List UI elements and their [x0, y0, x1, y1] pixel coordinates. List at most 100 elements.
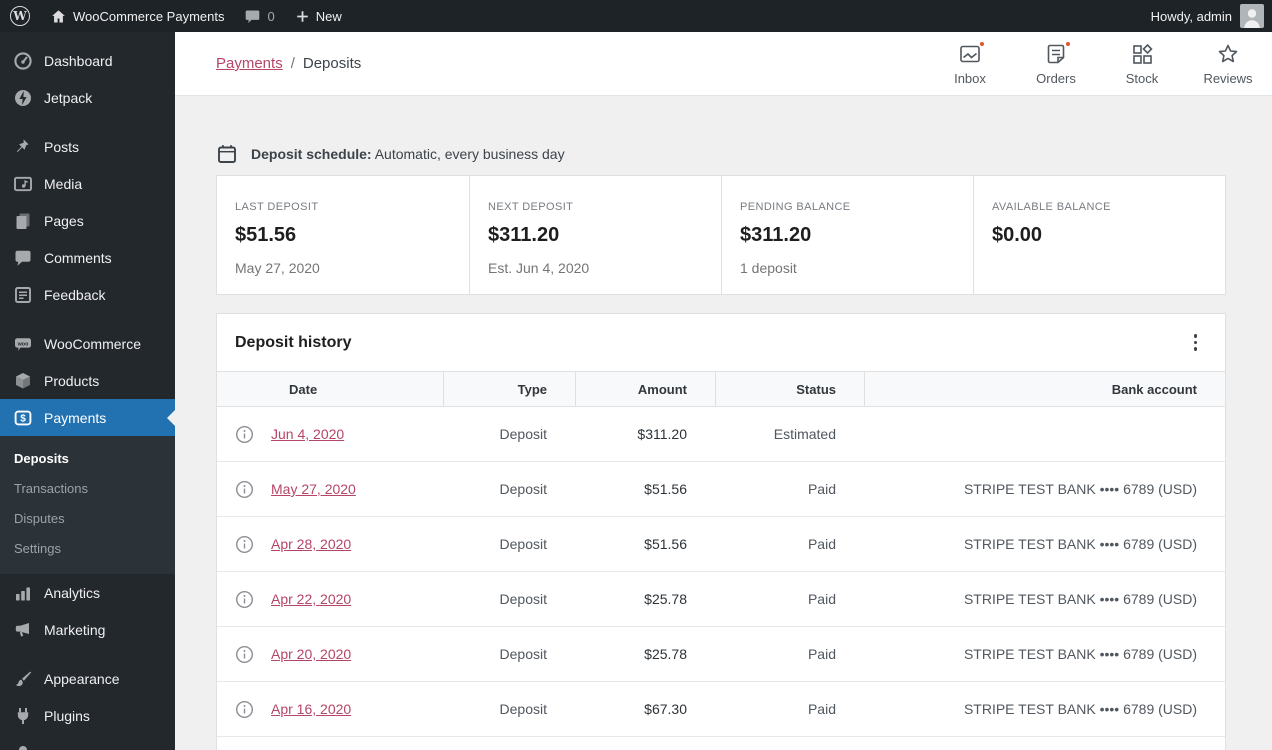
menu-separator [0, 648, 175, 660]
breadcrumb-current: Deposits [302, 55, 362, 72]
deposit-date-link[interactable]: Jun 4, 2020 [271, 426, 345, 442]
sidebar-item-comments[interactable]: Comments [0, 239, 175, 276]
deposit-type-cell: Deposit [499, 426, 547, 442]
wordpress-logo-button[interactable]: W [0, 0, 40, 32]
card-detail: Est. Jun 4, 2020 [488, 260, 590, 276]
comments-count: 0 [267, 8, 275, 24]
sidebar-item-label: Appearance [44, 670, 120, 687]
content-area: Payments / Deposits Inbox O [175, 32, 1272, 750]
sidebar: Dashboard Jetpack Posts Media Pages Comm… [0, 32, 175, 750]
sidebar-item-woocommerce[interactable]: woo WooCommerce [0, 325, 175, 362]
deposit-schedule: Deposit schedule: Automatic, every busin… [216, 143, 1226, 165]
deposit-bank-cell: STRIPE TEST BANK •••• 6789 (USD) [963, 646, 1197, 662]
deposit-date-link[interactable]: Apr 28, 2020 [271, 536, 352, 552]
activity-label: Inbox [954, 70, 986, 86]
sidebar-item-pages[interactable]: Pages [0, 202, 175, 239]
site-link[interactable]: WooCommerce Payments [40, 0, 234, 32]
sidebar-item-products[interactable]: Products [0, 362, 175, 399]
wordpress-logo-icon: W [10, 6, 30, 26]
pushpin-icon [13, 137, 33, 157]
sidebar-item-marketing[interactable]: Marketing [0, 611, 175, 648]
howdy-text[interactable]: Howdy, admin [1150, 8, 1232, 24]
deposit-date-link[interactable]: Apr 16, 2020 [271, 701, 352, 717]
payments-submenu: Deposits Transactions Disputes Settings [0, 436, 175, 574]
deposit-type-cell: Deposit [499, 536, 547, 552]
sidebar-item-payments[interactable]: $ Payments [0, 399, 175, 436]
sidebar-item-jetpack[interactable]: Jetpack [0, 79, 175, 116]
sidebar-item-appearance[interactable]: Appearance [0, 660, 175, 697]
unread-badge [978, 39, 986, 48]
info-icon[interactable] [217, 425, 271, 444]
schedule-value: Automatic, every business day [374, 146, 565, 162]
new-content-button[interactable]: New [285, 0, 352, 32]
submenu-item-deposits[interactable]: Deposits [14, 451, 69, 466]
deposit-date-link[interactable]: May 27, 2020 [271, 481, 356, 497]
deposit-amount-cell: $311.20 [637, 426, 687, 442]
table-row: Apr 28, 2020 Deposit $51.56 Paid STRIPE … [217, 517, 1225, 572]
deposit-date-cell: Apr 28, 2020 [271, 536, 443, 552]
deposit-date-cell: May 27, 2020 [271, 481, 443, 497]
sidebar-item-label: Plugins [44, 707, 90, 724]
schedule-text: Deposit schedule: Automatic, every busin… [251, 146, 565, 162]
table-row: May 27, 2020 Deposit $51.56 Paid STRIPE … [217, 462, 1225, 517]
sidebar-item-analytics[interactable]: Analytics [0, 574, 175, 611]
deposit-amount-cell: $25.78 [644, 646, 687, 662]
deposit-bank-cell: STRIPE TEST BANK •••• 6789 (USD) [963, 701, 1197, 717]
activity-reviews-button[interactable]: Reviews [1200, 42, 1256, 86]
card-pending-balance: PENDING BALANCE $311.20 1 deposit [721, 176, 973, 294]
brush-icon [13, 669, 33, 689]
deposit-date-link[interactable]: Apr 22, 2020 [271, 591, 352, 607]
info-icon[interactable] [217, 480, 271, 499]
home-icon [50, 8, 67, 25]
sidebar-item-label: Products [44, 372, 100, 389]
sidebar-item-plugins[interactable]: Plugins [0, 697, 175, 734]
table-row: Apr 22, 2020 Deposit $25.78 Paid STRIPE … [217, 572, 1225, 627]
submenu-item-disputes[interactable]: Disputes [14, 511, 65, 526]
deposit-date-link[interactable]: Apr 20, 2020 [271, 646, 352, 662]
jetpack-icon [13, 88, 33, 108]
deposit-type-cell: Deposit [499, 591, 547, 607]
deposit-date-cell: Apr 16, 2020 [271, 701, 443, 717]
new-label: New [315, 8, 342, 24]
card-label: LAST DEPOSIT [235, 201, 319, 213]
sidebar-item-dashboard[interactable]: Dashboard [0, 42, 175, 79]
megaphone-icon [13, 620, 33, 640]
info-icon[interactable] [217, 645, 271, 664]
deposit-status-cell: Paid [807, 481, 836, 497]
sidebar-item-posts[interactable]: Posts [0, 128, 175, 165]
table-header-row: Date Type Amount Status Bank account [217, 371, 1225, 407]
avatar[interactable] [1240, 4, 1264, 28]
breadcrumb-payments-link[interactable]: Payments [216, 55, 283, 72]
unread-badge [1064, 39, 1072, 48]
history-title: Deposit history [235, 333, 352, 351]
menu-separator [0, 116, 175, 128]
bar-chart-icon [13, 583, 33, 603]
sidebar-item-media[interactable]: Media [0, 165, 175, 202]
deposit-bank-cell: STRIPE TEST BANK •••• 6789 (USD) [963, 481, 1197, 497]
sidebar-item-label: Pages [44, 212, 84, 229]
deposit-amount-cell: $51.56 [644, 536, 687, 552]
submenu-item-settings[interactable]: Settings [14, 541, 61, 556]
plus-icon [295, 9, 310, 24]
plug-icon [13, 706, 33, 726]
comments-shortcut[interactable]: 0 [234, 0, 284, 32]
kebab-menu-icon[interactable] [1190, 330, 1202, 355]
info-icon[interactable] [217, 700, 271, 719]
sidebar-item-users-clipped[interactable] [0, 734, 175, 750]
payments-icon: $ [13, 408, 33, 428]
info-icon[interactable] [217, 535, 271, 554]
site-name: WooCommerce Payments [73, 8, 225, 24]
table-row: Apr 20, 2020 Deposit $25.78 Paid STRIPE … [217, 627, 1225, 682]
submenu-item-transactions[interactable]: Transactions [14, 481, 88, 496]
woocommerce-icon: woo [13, 334, 33, 354]
media-icon [13, 174, 33, 194]
activity-stock-button[interactable]: Stock [1114, 42, 1170, 86]
table-row-partial [217, 737, 1225, 750]
info-icon[interactable] [217, 590, 271, 609]
activity-orders-button[interactable]: Orders [1028, 39, 1084, 86]
sidebar-item-feedback[interactable]: Feedback [0, 276, 175, 313]
activity-inbox-button[interactable]: Inbox [942, 39, 998, 86]
activity-label: Orders [1036, 70, 1076, 86]
star-icon [1216, 42, 1240, 68]
